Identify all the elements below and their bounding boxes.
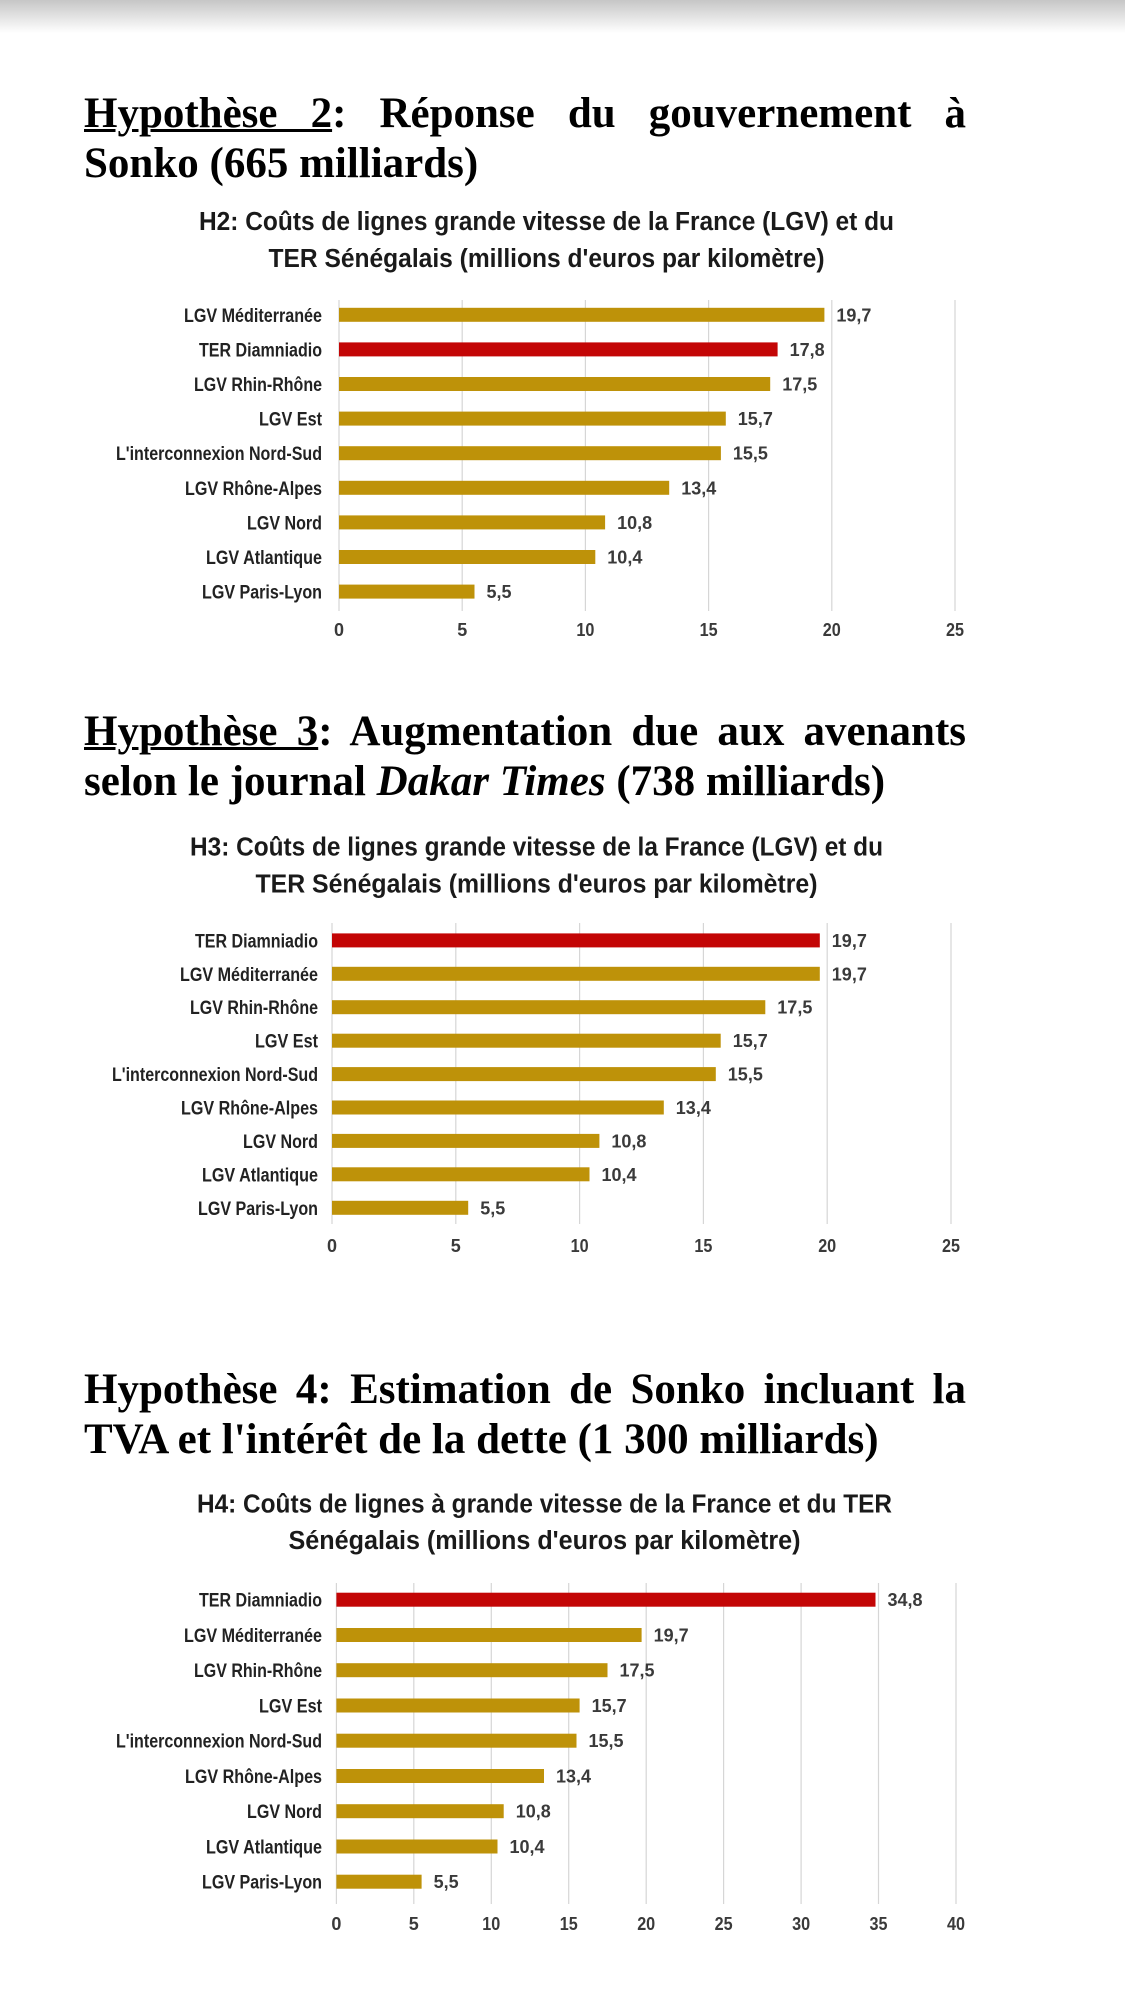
svg-text:LGV Rhône-Alpes: LGV Rhône-Alpes — [185, 1767, 322, 1788]
svg-text:10,8: 10,8 — [516, 1802, 551, 1822]
svg-text:35: 35 — [870, 1914, 888, 1934]
svg-text:LGV Nord: LGV Nord — [243, 1132, 318, 1153]
svg-text:LGV Est: LGV Est — [259, 1697, 323, 1718]
svg-text:5,5: 5,5 — [434, 1872, 459, 1892]
svg-text:5: 5 — [451, 1236, 461, 1256]
svg-text:19,7: 19,7 — [832, 931, 867, 951]
svg-text:LGV Atlantique: LGV Atlantique — [206, 1838, 322, 1859]
svg-text:10,4: 10,4 — [602, 1165, 637, 1185]
svg-text:30: 30 — [792, 1914, 810, 1934]
svg-text:LGV Atlantique: LGV Atlantique — [202, 1165, 318, 1186]
svg-text:19,7: 19,7 — [836, 305, 871, 325]
svg-text:20: 20 — [823, 620, 841, 640]
svg-text:15: 15 — [694, 1236, 712, 1256]
svg-text:19,7: 19,7 — [832, 964, 867, 984]
svg-text:15,7: 15,7 — [738, 409, 773, 429]
svg-text:25: 25 — [715, 1914, 733, 1934]
svg-text:15: 15 — [700, 620, 718, 640]
svg-text:17,5: 17,5 — [782, 375, 817, 395]
svg-text:LGV Est: LGV Est — [255, 1032, 319, 1053]
svg-text:10: 10 — [576, 620, 594, 640]
svg-text:5: 5 — [409, 1914, 419, 1934]
svg-text:15,7: 15,7 — [733, 1031, 768, 1051]
svg-text:LGV Méditerranée: LGV Méditerranée — [180, 965, 318, 986]
svg-text:LGV Paris-Lyon: LGV Paris-Lyon — [202, 1873, 322, 1894]
svg-text:15,5: 15,5 — [728, 1065, 763, 1085]
svg-text:LGV Rhin-Rhône: LGV Rhin-Rhône — [194, 375, 322, 396]
svg-text:TER Sénégalais (millions d'eur: TER Sénégalais (millions d'euros par kil… — [269, 245, 825, 273]
svg-text:25: 25 — [946, 620, 964, 640]
svg-text:0: 0 — [334, 620, 344, 640]
svg-text:L'interconnexion Nord-Sud: L'interconnexion Nord-Sud — [116, 1732, 322, 1753]
svg-text:15,5: 15,5 — [733, 444, 768, 464]
svg-text:LGV Paris-Lyon: LGV Paris-Lyon — [202, 583, 322, 604]
svg-text:LGV Rhin-Rhône: LGV Rhin-Rhône — [190, 998, 318, 1019]
svg-text:LGV Nord: LGV Nord — [247, 1802, 322, 1823]
svg-text:19,7: 19,7 — [654, 1626, 689, 1646]
svg-text:LGV Méditerranée: LGV Méditerranée — [184, 1626, 322, 1647]
svg-text:15,5: 15,5 — [589, 1731, 624, 1751]
svg-text:TER Sénégalais (millions d'eur: TER Sénégalais (millions d'euros par kil… — [256, 871, 818, 899]
svg-text:15: 15 — [560, 1914, 578, 1934]
svg-text:34,8: 34,8 — [888, 1590, 923, 1610]
svg-text:0: 0 — [331, 1914, 341, 1934]
svg-text:10: 10 — [571, 1236, 589, 1256]
svg-text:17,8: 17,8 — [790, 340, 825, 360]
svg-text:H4: Coûts de lignes à grande v: H4: Coûts de lignes à grande vitesse de … — [197, 1491, 892, 1519]
svg-text:TER Diamniadio: TER Diamniadio — [195, 931, 318, 952]
svg-text:LGV Atlantique: LGV Atlantique — [206, 548, 322, 569]
svg-text:H2: Coûts de lignes grande vit: H2: Coûts de lignes grande vitesse de la… — [199, 208, 894, 236]
svg-text:15,7: 15,7 — [592, 1696, 627, 1716]
svg-text:LGV Paris-Lyon: LGV Paris-Lyon — [198, 1199, 318, 1220]
svg-text:Sénégalais (millions d'euros p: Sénégalais (millions d'euros par kilomèt… — [289, 1527, 801, 1555]
svg-text:LGV Rhône-Alpes: LGV Rhône-Alpes — [181, 1099, 318, 1120]
svg-text:13,4: 13,4 — [556, 1767, 591, 1787]
svg-text:L'interconnexion Nord-Sud: L'interconnexion Nord-Sud — [116, 444, 322, 465]
svg-text:17,5: 17,5 — [777, 998, 812, 1018]
svg-text:H3: Coûts de lignes grande vit: H3: Coûts de lignes grande vitesse de la… — [190, 834, 883, 862]
svg-text:LGV Méditerranée: LGV Méditerranée — [184, 306, 322, 327]
svg-text:10: 10 — [482, 1914, 500, 1934]
svg-text:LGV Rhône-Alpes: LGV Rhône-Alpes — [185, 479, 322, 500]
svg-text:LGV Rhin-Rhône: LGV Rhin-Rhône — [194, 1661, 322, 1682]
svg-text:13,4: 13,4 — [676, 1098, 711, 1118]
svg-text:TER Diamniadio: TER Diamniadio — [199, 1591, 322, 1612]
svg-text:13,4: 13,4 — [681, 478, 716, 498]
svg-text:LGV Est: LGV Est — [259, 410, 323, 431]
svg-text:10,8: 10,8 — [617, 513, 652, 533]
svg-text:5,5: 5,5 — [480, 1198, 505, 1218]
svg-text:0: 0 — [327, 1236, 337, 1256]
svg-text:10,8: 10,8 — [611, 1131, 646, 1151]
svg-text:TER Diamniadio: TER Diamniadio — [199, 340, 322, 361]
svg-text:10,4: 10,4 — [607, 548, 642, 568]
svg-text:5,5: 5,5 — [487, 582, 512, 602]
svg-text:20: 20 — [637, 1914, 655, 1934]
svg-text:25: 25 — [942, 1236, 960, 1256]
svg-text:20: 20 — [818, 1236, 836, 1256]
svg-text:LGV Nord: LGV Nord — [247, 513, 322, 534]
svg-text:L'interconnexion Nord-Sud: L'interconnexion Nord-Sud — [112, 1065, 318, 1086]
svg-text:10,4: 10,4 — [510, 1837, 545, 1857]
svg-text:5: 5 — [457, 620, 467, 640]
svg-text:17,5: 17,5 — [620, 1661, 655, 1681]
svg-text:40: 40 — [947, 1914, 965, 1934]
